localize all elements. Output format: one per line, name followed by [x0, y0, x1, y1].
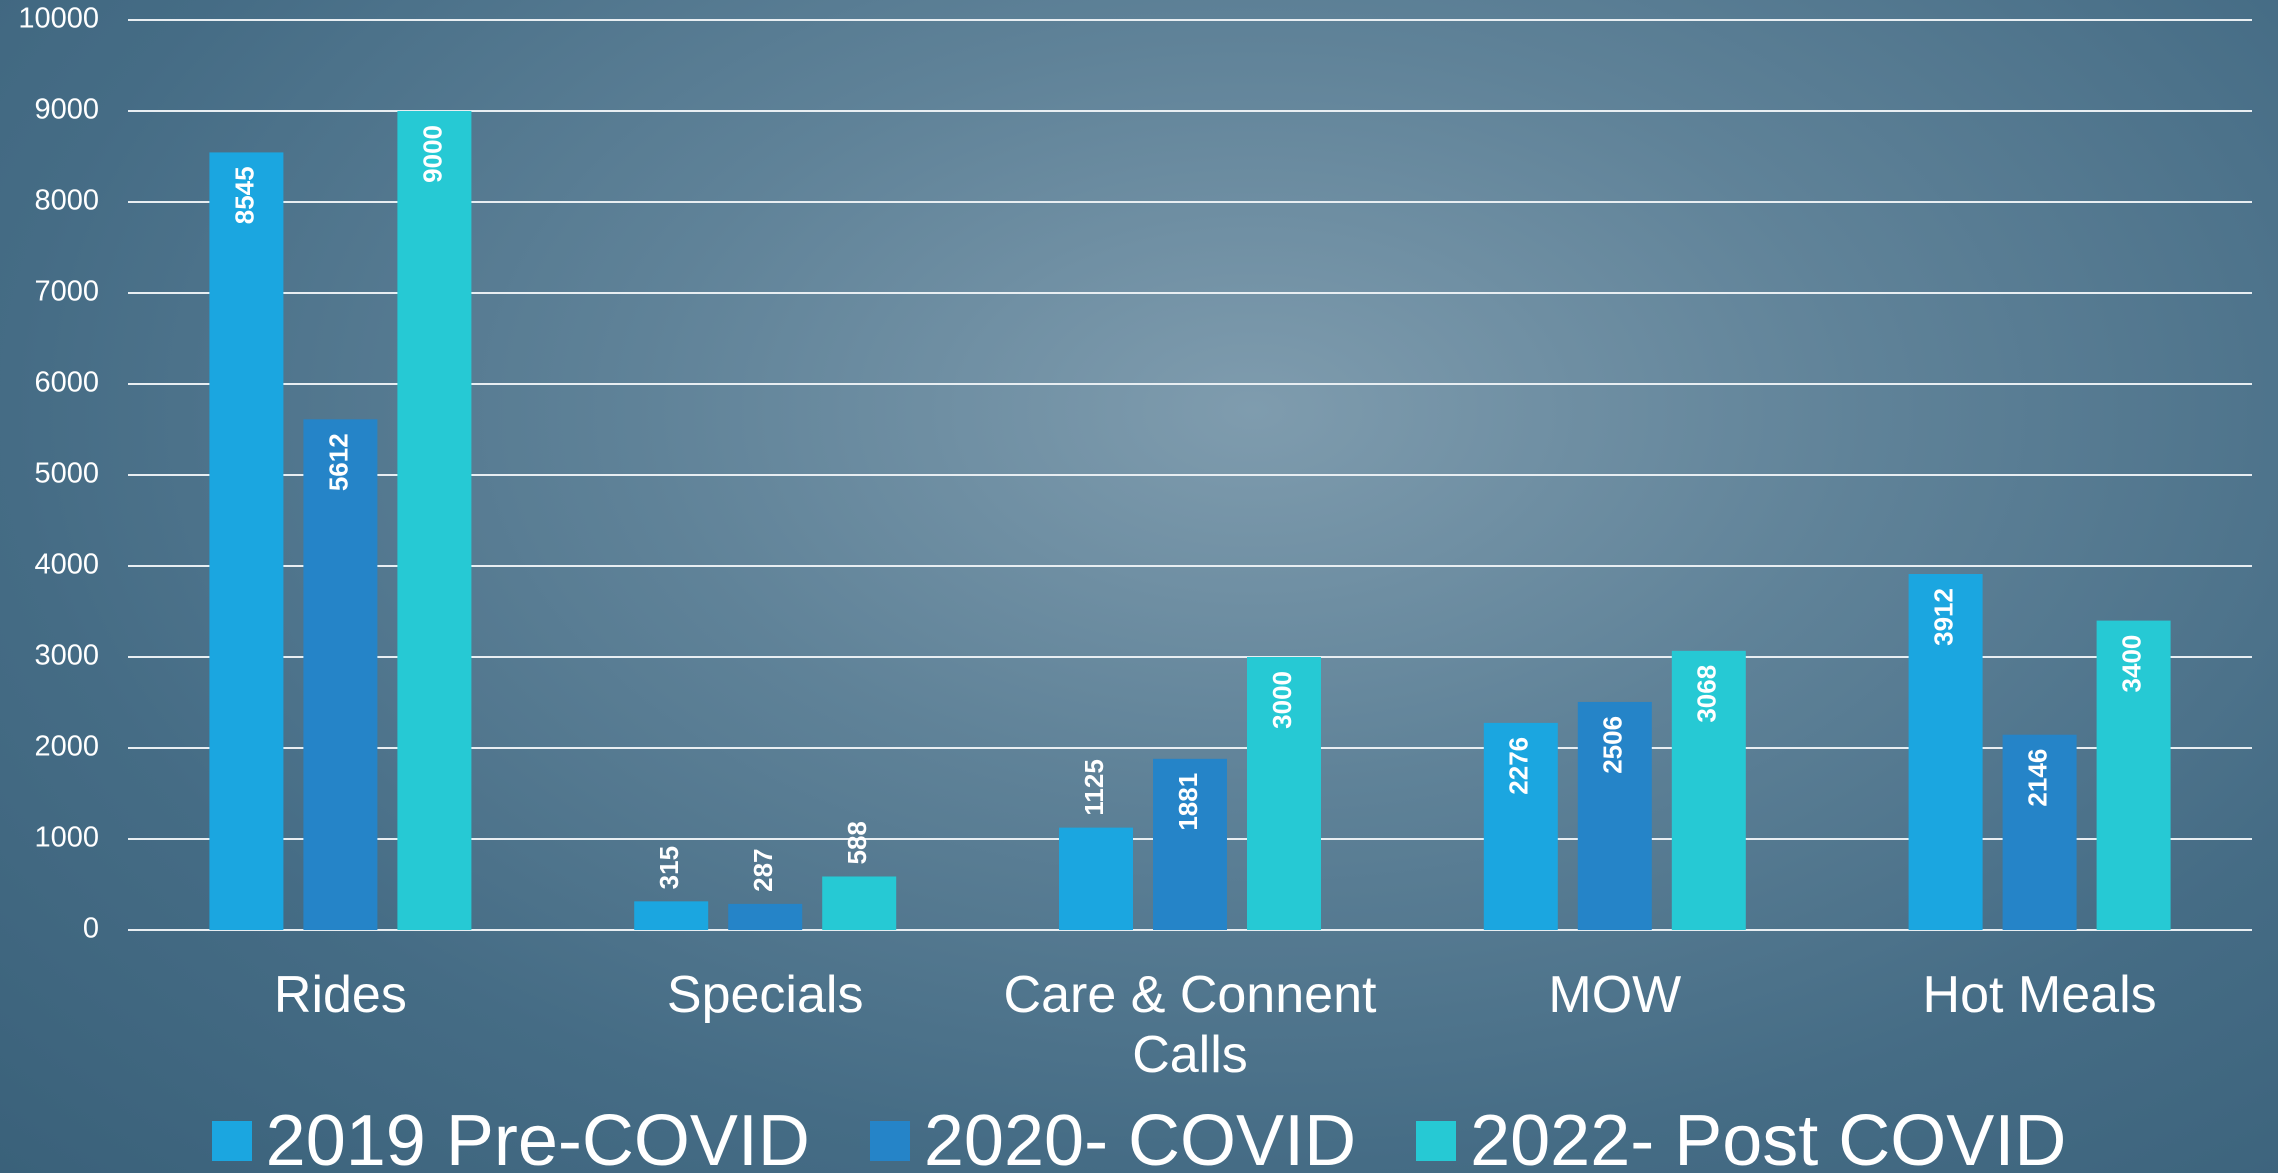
- y-tick-label: 3000: [34, 640, 99, 672]
- value-label: 588: [842, 821, 872, 864]
- y-tick-label: 0: [83, 913, 99, 945]
- y-tick-label: 4000: [34, 549, 99, 581]
- y-tick-label: 1000: [34, 822, 99, 854]
- bar: [1059, 827, 1133, 930]
- legend: 2019 Pre-COVID 2020- COVID 2022- Post COVI…: [0, 1100, 2278, 1173]
- y-tick-label: 10000: [18, 3, 99, 35]
- legend-item: 2022- Post COVID: [1416, 1100, 2066, 1173]
- y-tick-label: 8000: [34, 185, 99, 217]
- value-label: 5612: [323, 433, 353, 491]
- y-tick-label: 5000: [34, 458, 99, 490]
- bar: [2002, 734, 2077, 930]
- legend-swatch: [211, 1121, 252, 1161]
- value-label: 2146: [2022, 749, 2052, 807]
- bar: [397, 111, 472, 930]
- value-label: 1125: [1079, 759, 1109, 815]
- value-label: 1881: [1173, 773, 1203, 831]
- y-tick-label: 9000: [34, 94, 99, 126]
- bar: [1247, 657, 1321, 930]
- bar: [822, 876, 897, 930]
- legend-label: 2020- COVID: [923, 1101, 1357, 1173]
- legend-label: 2022- Post COVID: [1470, 1101, 2067, 1173]
- bar: [209, 152, 284, 930]
- legend-item: 2019 Pre-COVID: [211, 1100, 810, 1173]
- bar: [2096, 620, 2171, 930]
- y-tick-label: 2000: [34, 731, 99, 763]
- legend-label: 2019 Pre-COVID: [265, 1101, 810, 1173]
- value-label: 9000: [417, 125, 447, 183]
- x-tick-label: MOW: [1548, 966, 1682, 1024]
- value-label: 3912: [1928, 588, 1958, 646]
- value-label: 287: [748, 848, 778, 891]
- value-label: 3068: [1692, 665, 1722, 723]
- bar: [1577, 701, 1652, 930]
- bar: [303, 419, 378, 930]
- value-label: 2506: [1598, 716, 1628, 774]
- x-tick-label: Hot Meals: [1922, 966, 2157, 1024]
- y-tick-label: 6000: [34, 367, 99, 399]
- y-tick-label: 7000: [34, 276, 99, 308]
- legend-swatch: [869, 1121, 910, 1161]
- x-tick-label: Rides: [273, 966, 407, 1024]
- legend-swatch: [1416, 1121, 1457, 1161]
- bar: [1908, 574, 1983, 930]
- bar: [634, 901, 709, 930]
- value-label: 3000: [1267, 671, 1297, 729]
- value-label: 8545: [229, 166, 259, 224]
- bar: [728, 903, 803, 930]
- x-tick-label: Specials: [666, 966, 864, 1024]
- x-tick-label: Care & Connent Calls: [1003, 966, 1377, 1084]
- value-label: 315: [654, 846, 684, 889]
- legend-item: 2020- COVID: [869, 1100, 1357, 1173]
- bar: [1153, 758, 1227, 930]
- bar: [1671, 650, 1746, 930]
- bar: [1483, 722, 1558, 930]
- value-label: 2276: [1504, 737, 1534, 795]
- value-label: 3400: [2116, 635, 2146, 693]
